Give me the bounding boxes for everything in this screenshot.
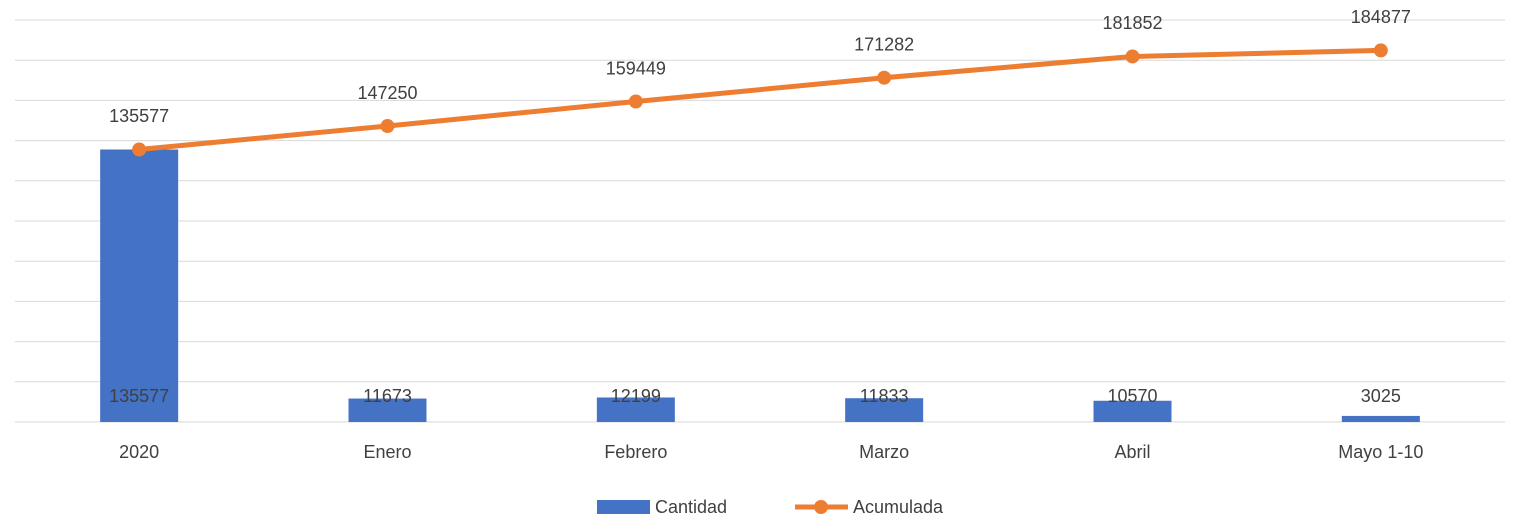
data-label: 159449 (606, 58, 666, 78)
legend-swatch (597, 500, 650, 514)
legend-label: Cantidad (655, 497, 727, 517)
x-tick-label: 2020 (119, 442, 159, 462)
bar (100, 149, 179, 422)
data-label: 135577 (109, 106, 169, 126)
bar (1093, 400, 1172, 422)
data-label: 171282 (854, 34, 914, 54)
line (138, 47, 1381, 152)
bar (348, 398, 427, 422)
bar (1341, 415, 1420, 422)
data-label: 147250 (357, 83, 417, 103)
line-point (132, 142, 147, 157)
data-label: 181852 (1102, 13, 1162, 33)
data-label: 135577 (109, 386, 169, 406)
bar (845, 398, 924, 422)
x-tick-label: Abril (1114, 442, 1150, 462)
legend-swatch-point (814, 500, 828, 514)
data-label: 11833 (860, 386, 909, 406)
legend-label: Acumulada (853, 497, 944, 517)
bar (596, 397, 675, 422)
x-tick-label: Mayo 1-10 (1338, 442, 1423, 462)
line-point (1125, 49, 1140, 64)
data-label: 12199 (611, 386, 661, 406)
data-label: 11673 (363, 386, 412, 406)
x-tick-label: Marzo (859, 442, 909, 462)
data-label: 3025 (1361, 386, 1401, 406)
line-point (628, 94, 643, 109)
line-point (1373, 43, 1388, 58)
x-tick-label: Enero (363, 442, 411, 462)
data-label: 10570 (1107, 386, 1157, 406)
line-point (380, 119, 395, 134)
data-label: 184877 (1351, 7, 1411, 27)
x-tick-label: Febrero (604, 442, 667, 462)
line-point (877, 70, 892, 85)
